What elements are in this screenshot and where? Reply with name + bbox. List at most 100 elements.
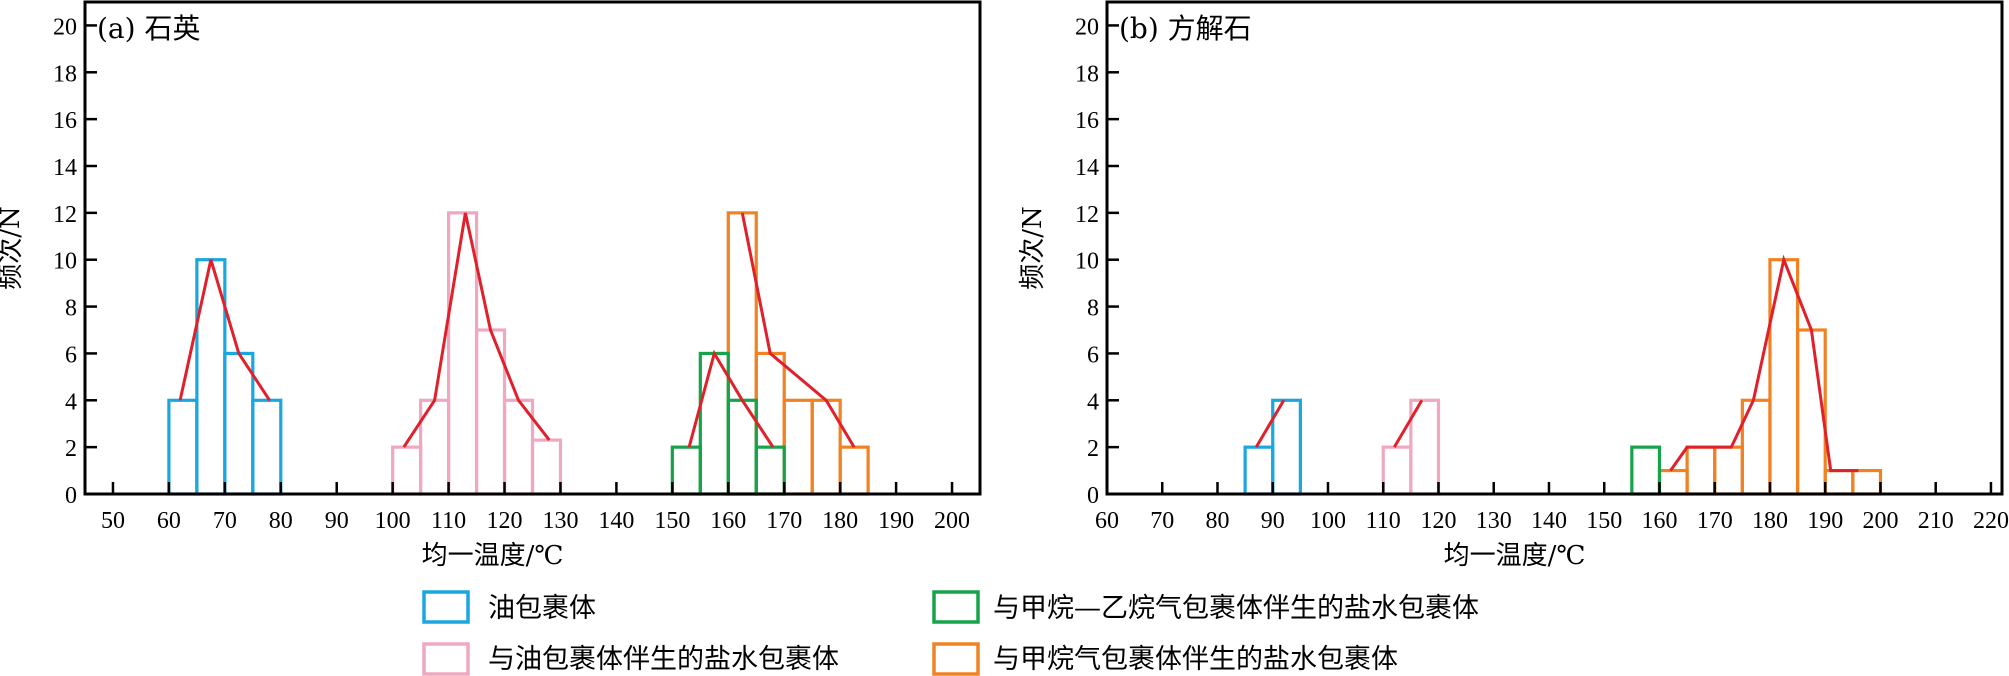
histogram-bar-brine-ch4-c2h6 [670, 445, 702, 496]
plot-frame [1105, 0, 2004, 496]
y-axis-label: 频次/N [0, 206, 26, 290]
histogram-bar-brine-oil [391, 445, 423, 496]
x-tick-label: 60 [157, 508, 181, 534]
histogram-bar-oil [251, 398, 283, 496]
legend-swatch-oil [422, 590, 470, 624]
x-tick-label: 200 [1862, 508, 1898, 534]
y-tick-label: 16 [1075, 108, 1099, 134]
x-tick-label: 90 [325, 508, 349, 534]
histogram-bar-brine-ch4 [1685, 445, 1717, 496]
x-tick-label: 200 [934, 508, 970, 534]
x-tick-label: 110 [431, 508, 466, 534]
x-tick-label: 60 [1095, 508, 1119, 534]
plot-frame [83, 0, 982, 496]
x-tick-label: 160 [1641, 508, 1677, 534]
x-tick-label: 80 [269, 508, 293, 534]
y-axis-label: 频次/N [1018, 206, 1048, 290]
histogram-bar-brine-ch4-c2h6 [1630, 445, 1662, 496]
histogram-bar-brine-oil [1381, 445, 1413, 496]
x-tick-label: 220 [1973, 508, 2009, 534]
x-tick-label: 90 [1261, 508, 1285, 534]
legend-item-brine-oil: 与油包裹体伴生的盐水包裹体 [422, 642, 839, 676]
y-tick-label: 12 [1075, 202, 1099, 228]
y-tick-label: 16 [53, 108, 77, 134]
x-axis-label: 均一温度/℃ [1444, 541, 1586, 571]
histogram-bar-brine-ch4 [1851, 468, 1883, 496]
legend-item-brine-ch4-c2h6: 与甲烷—乙烷气包裹体伴生的盐水包裹体 [932, 590, 1479, 624]
x-tick-label: 80 [1205, 508, 1229, 534]
histogram-bar-oil [1243, 445, 1275, 496]
y-tick-label: 14 [53, 155, 77, 181]
x-tick-label: 140 [598, 508, 634, 534]
x-tick-label: 110 [1366, 508, 1401, 534]
x-tick-label: 210 [1918, 508, 1954, 534]
y-tick-label: 20 [1075, 14, 1099, 40]
x-tick-label: 50 [101, 508, 125, 534]
x-tick-label: 190 [878, 508, 914, 534]
y-tick-label: 0 [1087, 483, 1099, 509]
histogram-bar-brine-ch4 [1795, 328, 1827, 496]
x-tick-label: 70 [213, 508, 237, 534]
x-tick-label: 130 [542, 508, 578, 534]
trend-line-oil [1254, 399, 1286, 448]
trend-line-brine-oil [1393, 399, 1424, 448]
histogram-bar-brine-ch4 [838, 445, 870, 496]
x-tick-label: 130 [1476, 508, 1512, 534]
legend-item-brine-ch4: 与甲烷气包裹体伴生的盐水包裹体 [932, 642, 1398, 676]
legend-swatch-brine-oil [422, 642, 470, 676]
y-tick-label: 6 [1087, 342, 1099, 368]
y-tick-label: 10 [1075, 249, 1099, 275]
legend-item-oil: 油包裹体 [422, 590, 596, 624]
trend-line-brine-ch4 [1669, 254, 1859, 473]
y-tick-label: 4 [1087, 389, 1099, 415]
x-tick-label: 150 [1586, 508, 1622, 534]
x-tick-label: 70 [1150, 508, 1174, 534]
trend-line-brine-oil [402, 212, 551, 448]
legend-label-brine-ch4-c2h6: 与甲烷—乙烷气包裹体伴生的盐水包裹体 [993, 593, 1479, 624]
legend-label-brine-ch4: 与甲烷气包裹体伴生的盐水包裹体 [993, 644, 1398, 675]
y-tick-label: 18 [53, 61, 77, 87]
histogram-bar-brine-ch4 [1823, 468, 1855, 496]
x-tick-label: 100 [375, 508, 411, 534]
y-tick-label: 18 [1075, 61, 1099, 87]
panel-title: (a) 石英 [97, 12, 200, 45]
x-tick-label: 170 [766, 508, 802, 534]
legend: 油包裹体 与甲烷—乙烷气包裹体伴生的盐水包裹体 与油包裹体伴生的盐水包裹体 与甲… [422, 590, 1479, 676]
legend-swatch-brine-ch4-c2h6 [932, 590, 980, 624]
histogram-bar-oil [167, 398, 199, 496]
histogram-bar-brine-ch4 [754, 351, 786, 496]
x-tick-label: 180 [1752, 508, 1788, 534]
x-axis-label: 均一温度/℃ [422, 541, 564, 571]
y-tick-label: 8 [65, 296, 77, 322]
y-tick-label: 14 [1075, 155, 1099, 181]
x-tick-label: 150 [654, 508, 690, 534]
trend-line-brine-ch4 [740, 212, 856, 448]
y-tick-label: 6 [65, 342, 77, 368]
histogram-bar-brine-ch4 [1768, 258, 1800, 496]
x-tick-label: 100 [1310, 508, 1346, 534]
y-tick-label: 8 [1087, 296, 1099, 322]
histogram-bar-brine-ch4 [1713, 445, 1744, 496]
histogram-bar-brine-oil [446, 211, 479, 496]
trend-line-oil [178, 259, 271, 402]
panel-title: (b) 方解石 [1119, 12, 1252, 45]
histogram-bar-brine-ch4 [1657, 468, 1689, 496]
x-tick-label: 170 [1697, 508, 1733, 534]
x-tick-label: 160 [710, 508, 746, 534]
x-tick-label: 190 [1807, 508, 1843, 534]
y-tick-label: 2 [1087, 436, 1099, 462]
x-tick-label: 120 [1420, 508, 1456, 534]
histogram-bar-brine-ch4-c2h6 [698, 351, 730, 496]
y-tick-label: 10 [53, 249, 77, 275]
chart-panel-quartz: 0 2 4 6 8 10 12 14 16 18 20 50 60 70 80 90 100 110 120 130 1… [0, 0, 982, 571]
y-tick-label: 0 [65, 483, 77, 509]
x-tick-label: 140 [1531, 508, 1567, 534]
y-tick-label: 12 [53, 202, 77, 228]
chart-panel-calcite: 0 2 4 6 8 10 12 14 16 18 20 60 70 80 90 100 110 120 130 140… [1018, 0, 2009, 571]
y-tick-label: 20 [53, 14, 77, 40]
histogram-bar-brine-ch4-c2h6 [754, 445, 786, 496]
legend-label-oil: 油包裹体 [488, 593, 596, 624]
legend-label-brine-oil: 与油包裹体伴生的盐水包裹体 [488, 644, 839, 675]
x-tick-label: 180 [822, 508, 858, 534]
